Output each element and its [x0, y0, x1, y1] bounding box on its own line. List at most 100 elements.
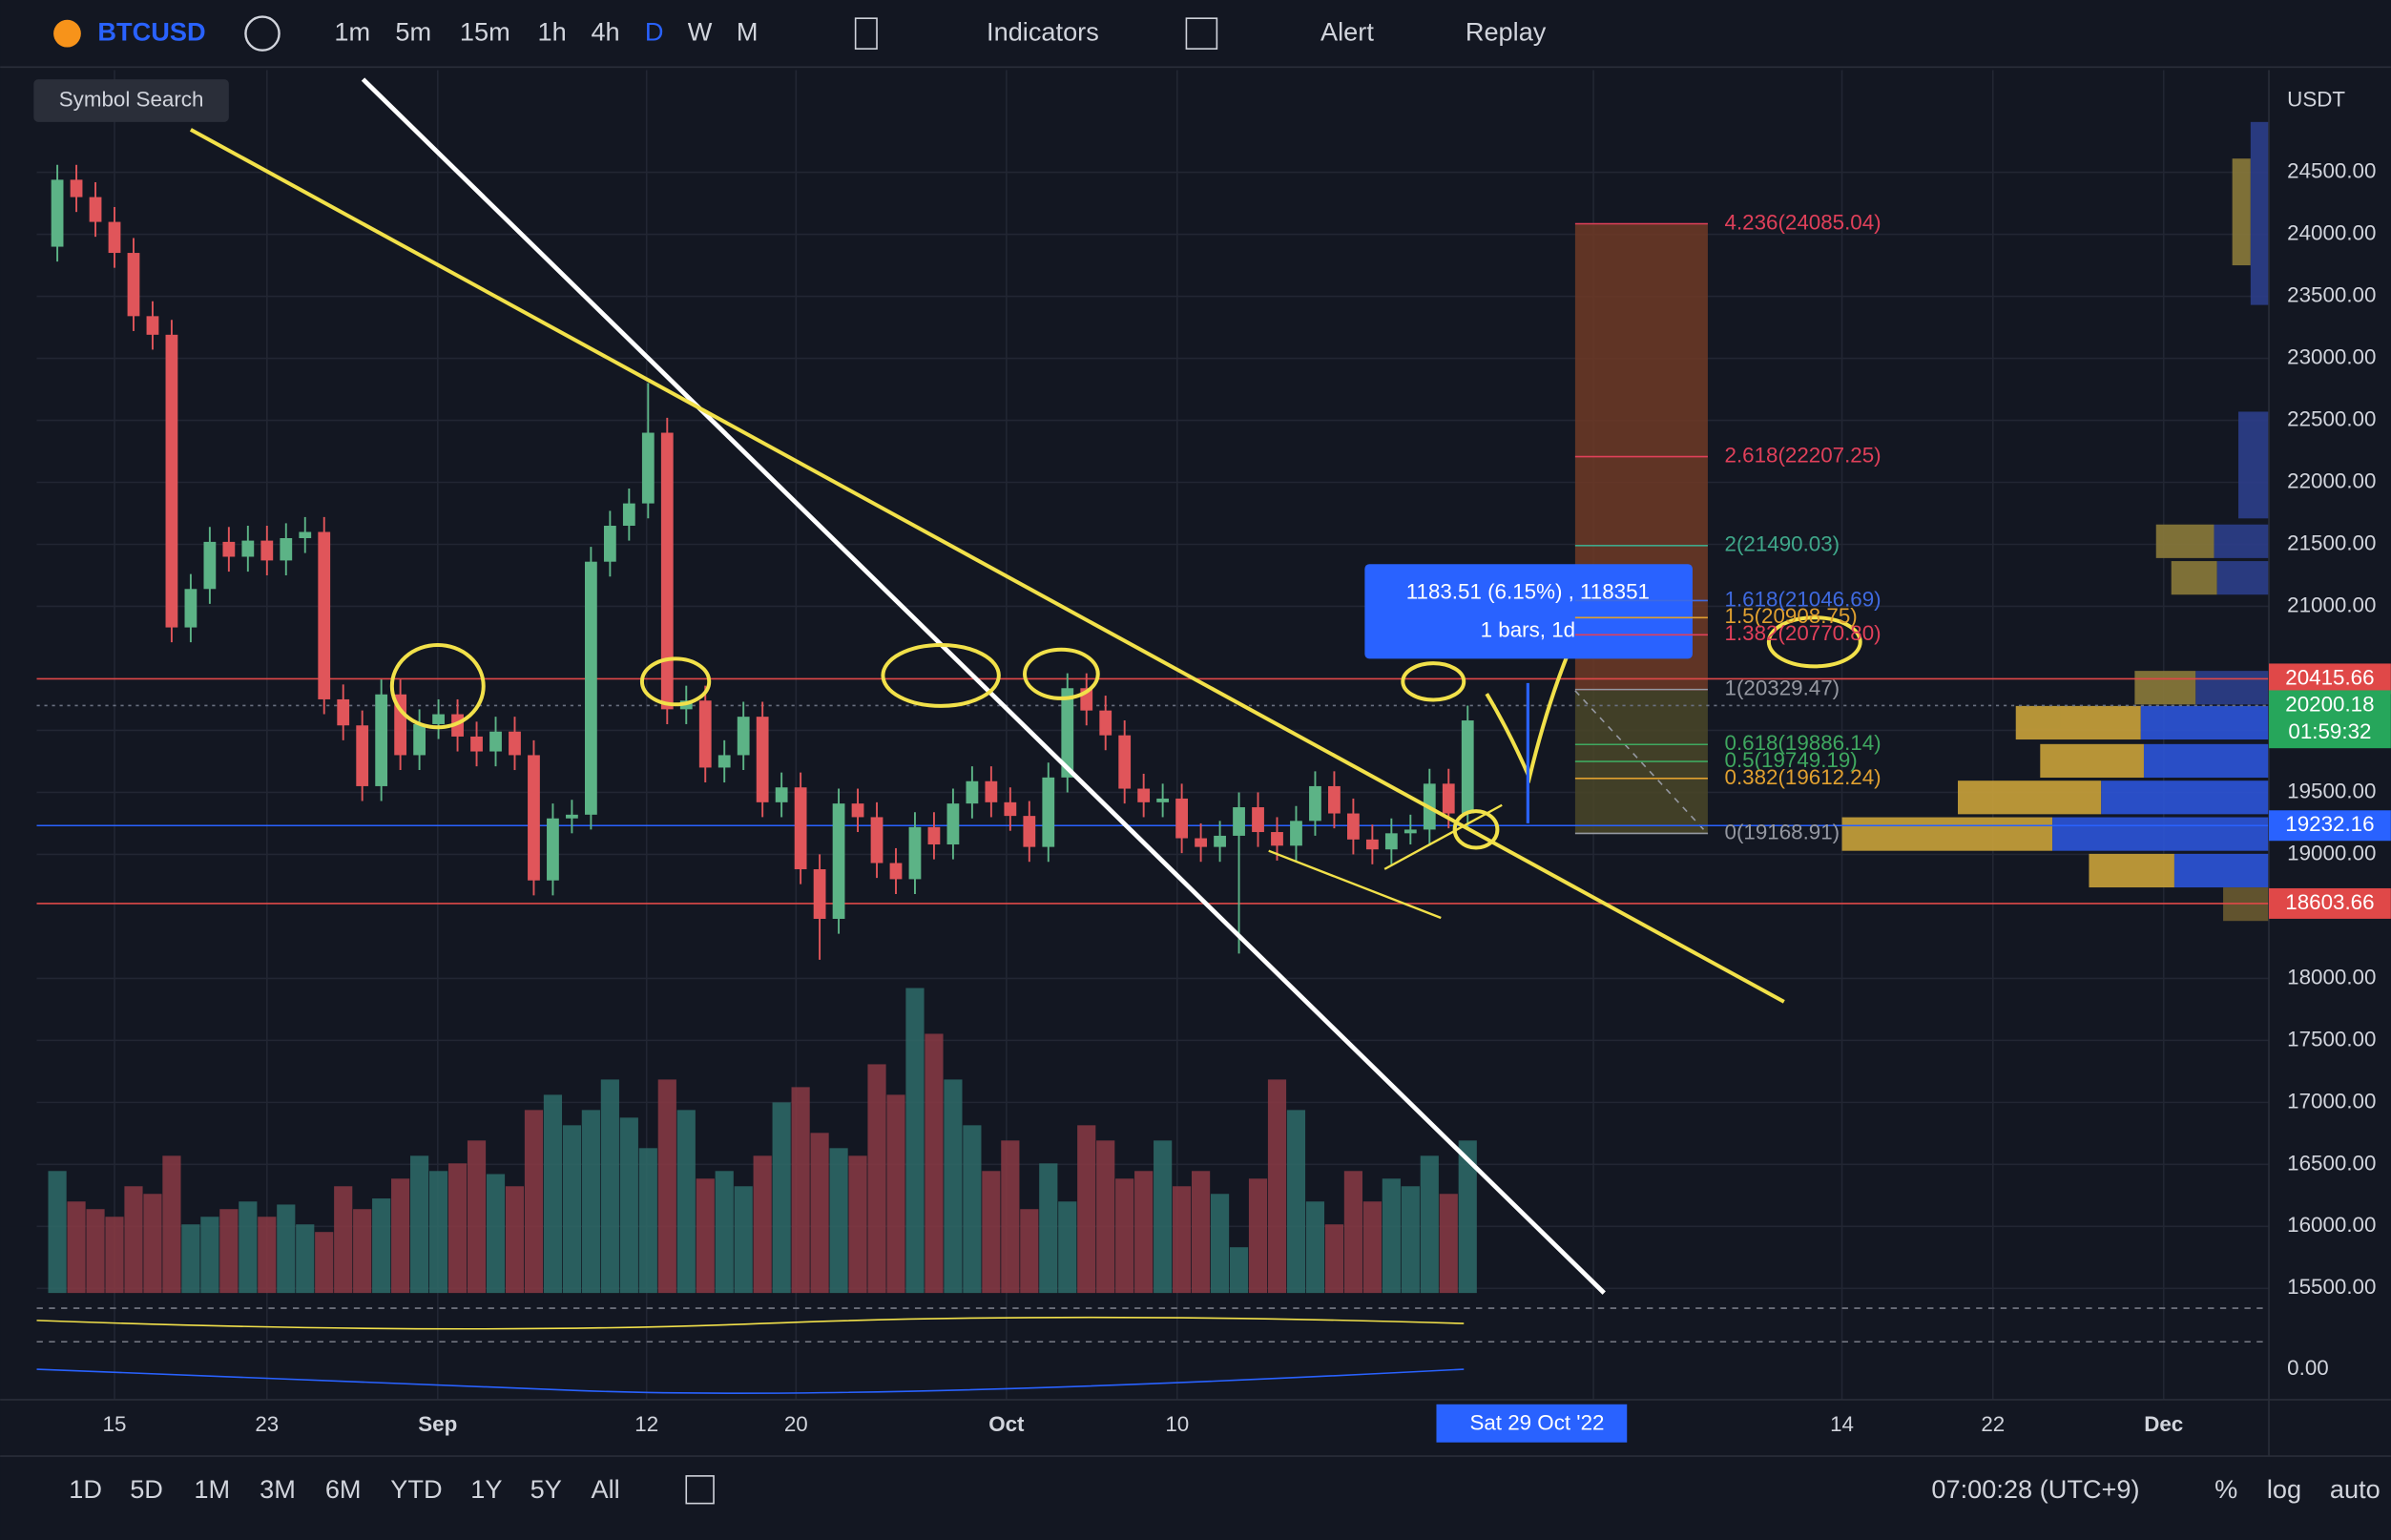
candle-body — [946, 803, 960, 845]
candle-body — [660, 432, 674, 710]
candle-body — [775, 787, 788, 802]
rsi-line — [36, 1316, 1465, 1330]
volume-bar — [486, 1174, 506, 1294]
volume-bar — [505, 1186, 525, 1294]
candle-body — [698, 700, 712, 768]
fib-label: 0.618(19886.14) — [1725, 731, 1882, 755]
candle-body — [1233, 807, 1245, 836]
candle-body — [756, 717, 769, 802]
volume-bar — [715, 1171, 734, 1294]
goto-date[interactable] — [685, 1475, 715, 1505]
volume-bar — [600, 1079, 619, 1294]
chart-type[interactable] — [854, 17, 878, 50]
auto-toggle[interactable]: auto — [2330, 1474, 2381, 1504]
range-button[interactable]: 1D — [69, 1474, 102, 1504]
indicators-button[interactable]: Indicators — [987, 16, 1099, 46]
date-label: Oct — [988, 1412, 1025, 1436]
range-button[interactable]: 5D — [130, 1474, 163, 1504]
macd-line — [36, 1368, 1465, 1394]
interval-button[interactable]: M — [737, 16, 759, 46]
volume-bar — [428, 1171, 448, 1294]
volume-bar — [1382, 1178, 1401, 1294]
volume-bar — [258, 1217, 277, 1294]
range-button[interactable]: All — [591, 1474, 619, 1504]
candle-body — [622, 503, 635, 526]
range-button[interactable]: YTD — [390, 1474, 442, 1504]
date-label: 12 — [634, 1412, 658, 1436]
fib-label: 1(20329.47) — [1725, 676, 1840, 700]
interval-button[interactable]: 1h — [538, 16, 567, 46]
cursor-date: Sat 29 Oct '22 — [1469, 1410, 1604, 1434]
volume-bar — [162, 1155, 181, 1294]
fib-label: 0.382(19612.24) — [1725, 765, 1882, 789]
date-label: 15 — [103, 1412, 127, 1436]
log-toggle[interactable]: log — [2267, 1474, 2301, 1504]
candle-body — [1328, 785, 1341, 814]
volume-bar — [239, 1201, 258, 1294]
candle-body — [51, 179, 64, 247]
symbol[interactable]: BTCUSD — [97, 16, 205, 46]
price-badge-label: 20415.66 — [2285, 665, 2374, 689]
interval-button[interactable]: W — [688, 16, 713, 46]
volume-bar — [810, 1133, 829, 1294]
range-button[interactable]: 1Y — [470, 1474, 502, 1504]
range-button[interactable]: 5Y — [530, 1474, 562, 1504]
volume-bar — [676, 1110, 696, 1294]
volume-bar — [1458, 1140, 1477, 1294]
alert-button[interactable]: Alert — [1320, 16, 1374, 46]
interval-button[interactable]: D — [645, 16, 664, 46]
candle-body — [985, 780, 998, 802]
price-tick-label: 23500.00 — [2287, 282, 2376, 306]
clock[interactable]: 07:00:28 (UTC+9) — [1931, 1474, 2139, 1504]
candle-body — [489, 731, 502, 752]
range-button[interactable]: 3M — [260, 1474, 296, 1504]
candle-body — [908, 826, 922, 880]
candle-body — [1042, 777, 1055, 847]
range-buttons: 1D 5D 1M 3M 6M YTD 1Y 5Y All — [69, 1474, 619, 1504]
volume-bar — [925, 1033, 944, 1294]
price-tick-label: 21500.00 — [2287, 531, 2376, 554]
volume-bar — [791, 1087, 810, 1294]
volume-bar — [1420, 1155, 1439, 1294]
price-badge-label: 20200.18 — [2285, 692, 2374, 716]
candle-body — [641, 432, 655, 504]
volume-bar — [581, 1110, 600, 1294]
volume-bar — [315, 1232, 334, 1294]
indicator-axis-label: 0.00 — [2287, 1356, 2329, 1380]
price-tick-label: 18000.00 — [2287, 965, 2376, 989]
volume-bar — [1096, 1140, 1115, 1294]
add-symbol[interactable] — [244, 15, 281, 52]
interval-button[interactable]: 4h — [591, 16, 619, 46]
volume-bars — [48, 988, 1477, 1294]
range-button[interactable]: 6M — [325, 1474, 362, 1504]
candle-body — [146, 316, 159, 335]
volume-bar — [67, 1201, 86, 1294]
volume-bar — [1286, 1110, 1306, 1294]
volume-bar — [562, 1125, 581, 1294]
candle-body — [1023, 816, 1036, 847]
volume-bar — [1115, 1178, 1134, 1294]
layout-button[interactable] — [1185, 17, 1218, 50]
replay-button[interactable]: Replay — [1466, 16, 1547, 46]
candle-body — [470, 736, 483, 752]
intervals: 1m 5m 15m 1h 4h D W M — [334, 16, 758, 46]
volume-bar — [1192, 1171, 1211, 1294]
candle-body — [717, 755, 731, 768]
candle-body — [1290, 821, 1302, 846]
price-levels — [36, 677, 2270, 905]
price-tick-label: 21000.00 — [2287, 593, 2376, 616]
candle-body — [127, 253, 140, 317]
measure-text: 1 bars, 1d — [1481, 617, 1575, 641]
candle-body — [1214, 835, 1226, 847]
volume-profile — [1841, 121, 2270, 922]
interval-button[interactable]: 15m — [460, 16, 510, 46]
interval-button[interactable]: 1m — [334, 16, 370, 46]
candle-body — [432, 714, 445, 724]
currency-label[interactable]: USDT — [2287, 87, 2345, 111]
price-badge-label: 19232.16 — [2285, 812, 2374, 836]
fib-label: 0.5(19749.19) — [1725, 748, 1858, 772]
interval-button[interactable]: 5m — [395, 16, 431, 46]
percent-toggle[interactable]: % — [2214, 1474, 2237, 1504]
range-button[interactable]: 1M — [194, 1474, 230, 1504]
